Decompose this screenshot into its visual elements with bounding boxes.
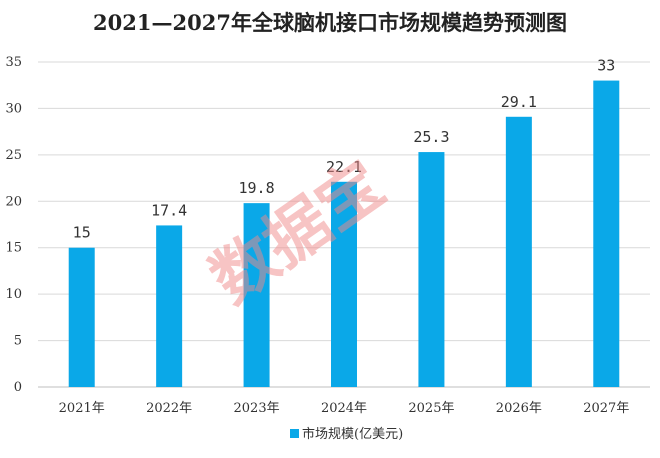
bar: [68, 247, 95, 387]
y-tick-label: 10: [5, 287, 22, 302]
bar: [418, 152, 445, 387]
bar: [331, 181, 357, 387]
x-tick-label: 2024年: [321, 401, 367, 416]
bar: [593, 80, 620, 388]
watermark-text: 数据宝: [198, 147, 398, 318]
bar: [243, 203, 270, 387]
data-label: 22.1: [326, 158, 362, 176]
y-tick-label: 5: [14, 334, 22, 349]
y-tick-label: 25: [5, 148, 22, 163]
y-tick-label: 0: [14, 380, 22, 395]
x-tick-label: 2023年: [234, 401, 280, 416]
x-tick-label: 2027年: [583, 401, 629, 416]
y-tick-label: 20: [5, 194, 22, 209]
legend-label: 市场规模(亿美元): [302, 426, 403, 442]
bar-series: [68, 80, 620, 388]
y-tick-label: 30: [5, 101, 22, 116]
bar: [505, 116, 532, 388]
legend-swatch: [290, 429, 299, 438]
legend: 市场规模(亿美元): [290, 426, 403, 442]
x-tick-label: 2022年: [146, 401, 192, 416]
data-label: 17.4: [151, 201, 187, 219]
x-axis: 2021年 2022年 2023年 2024年 2025年 2026年 2027年: [59, 401, 630, 416]
data-label: 25.3: [413, 128, 449, 146]
data-label: 29.1: [501, 93, 537, 111]
y-tick-label: 35: [5, 55, 22, 70]
x-tick-label: 2025年: [408, 401, 454, 416]
y-axis: 0 5 10 15 20 25 30 35: [5, 55, 22, 395]
data-labels: 15 17.4 19.8 22.1 25.3 29.1 33: [73, 57, 616, 242]
data-label: 33: [597, 57, 615, 75]
data-label: 15: [73, 224, 91, 242]
data-label: 19.8: [239, 179, 275, 197]
bar: [156, 225, 183, 387]
chart-title: 2021—2027年全球脑机接口市场规模趋势预测图: [93, 10, 567, 35]
x-tick-label: 2021年: [59, 401, 105, 416]
y-tick-label: 15: [5, 241, 22, 256]
x-tick-label: 2026年: [496, 401, 542, 416]
